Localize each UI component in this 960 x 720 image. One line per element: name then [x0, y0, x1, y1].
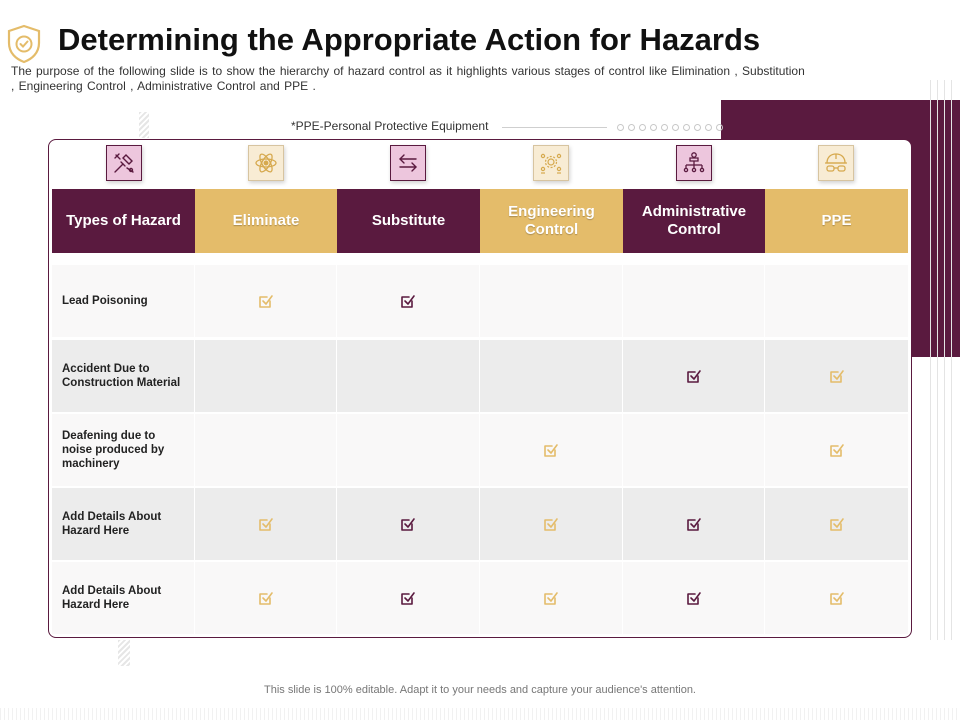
tools-icon	[114, 153, 134, 173]
table-cell	[480, 340, 622, 412]
checkbox-checked-icon	[544, 444, 558, 457]
column-header-hazard-type: Types of Hazard	[52, 189, 195, 253]
checkbox-checked-icon	[829, 592, 844, 605]
column-header-engineering-control: Engineering Control	[480, 189, 623, 253]
table-cell	[765, 340, 908, 412]
checkbox-checked-icon	[829, 444, 844, 457]
swap-arrows-icon-box	[390, 145, 426, 181]
table-cell	[195, 265, 336, 337]
checkbox-checked-icon	[258, 295, 273, 308]
decorative-stripe	[118, 640, 130, 666]
tools-icon-box	[106, 145, 142, 181]
footer-note: This slide is 100% editable. Adapt it to…	[264, 684, 696, 696]
shield-check-icon	[7, 24, 41, 64]
table-cell	[195, 340, 336, 412]
table-cell	[623, 562, 764, 634]
atom-icon-box	[248, 145, 284, 181]
page-title: Determining the Appropriate Action for H…	[58, 22, 761, 57]
table-cell	[480, 562, 622, 634]
hazard-label: Deafening due to noise produced by machi…	[52, 414, 194, 486]
hierarchy-icon-box	[676, 145, 712, 181]
table-cell	[337, 488, 479, 560]
decorative-stripe	[139, 112, 149, 138]
hazard-label: Add Details About Hazard Here	[52, 488, 194, 560]
hard-hat-goggles-icon-box	[818, 145, 854, 181]
table-cell	[337, 265, 479, 337]
checkbox-checked-icon	[401, 295, 415, 308]
table-cell	[623, 488, 764, 560]
table-cell	[195, 488, 336, 560]
hierarchy-icon	[683, 152, 705, 173]
table-cell	[765, 414, 908, 486]
checkbox-checked-icon	[686, 370, 701, 383]
hard-hat-goggles-icon	[825, 153, 847, 172]
table-cell	[337, 562, 479, 634]
table-cell	[765, 562, 908, 634]
table-cell	[623, 265, 764, 337]
column-header-eliminate: Eliminate	[195, 189, 337, 253]
checkbox-checked-icon	[401, 518, 415, 531]
checkbox-checked-icon	[544, 518, 558, 531]
checkbox-checked-icon	[258, 518, 273, 531]
divider	[502, 127, 607, 128]
atom-icon	[255, 153, 277, 173]
column-header-administrative-control: Administrative Control	[623, 189, 765, 253]
table-cell	[480, 265, 622, 337]
checkbox-checked-icon	[829, 518, 844, 531]
checkbox-checked-icon	[686, 518, 701, 531]
column-header-ppe: PPE	[765, 189, 908, 253]
gears-people-icon	[540, 153, 562, 174]
ppe-footnote: *PPE-Personal Protective Equipment	[291, 119, 489, 133]
table-cell	[337, 414, 479, 486]
decorative-dots	[617, 124, 723, 131]
decorative-stripe	[0, 708, 960, 720]
table-cell	[765, 265, 908, 337]
table-cell	[195, 562, 336, 634]
gears-people-icon-box	[533, 145, 569, 181]
table-cell	[337, 340, 479, 412]
table-cell	[623, 414, 764, 486]
table-cell	[623, 340, 764, 412]
table-cell	[195, 414, 336, 486]
swap-arrows-icon	[399, 154, 417, 172]
hazard-label: Lead Poisoning	[52, 265, 194, 337]
hazard-label: Accident Due to Construction Material	[52, 340, 194, 412]
decorative-lines	[928, 80, 960, 640]
checkbox-checked-icon	[258, 592, 273, 605]
page-subtitle: The purpose of the following slide is to…	[11, 64, 805, 93]
column-header-substitute: Substitute	[337, 189, 480, 253]
checkbox-checked-icon	[686, 592, 701, 605]
table-cell	[765, 488, 908, 560]
table-cell	[480, 414, 622, 486]
table-cell	[480, 488, 622, 560]
checkbox-checked-icon	[401, 592, 415, 605]
checkbox-checked-icon	[829, 370, 844, 383]
checkbox-checked-icon	[544, 592, 558, 605]
hazard-label: Add Details About Hazard Here	[52, 562, 194, 634]
